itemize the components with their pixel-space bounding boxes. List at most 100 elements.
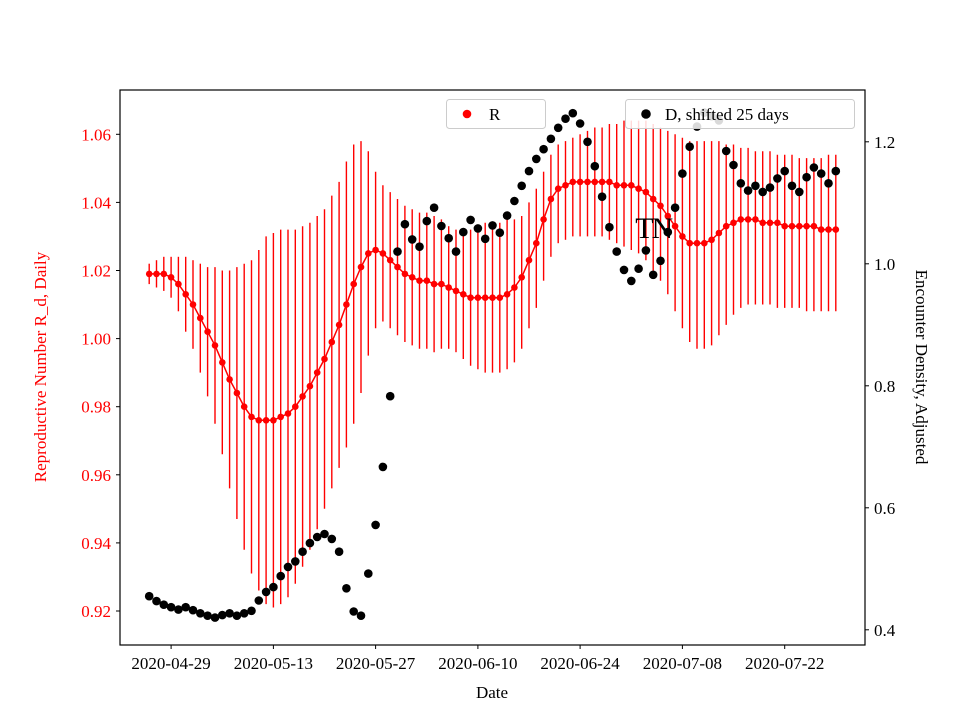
axis-ticks: 2020-04-29 2020-05-13 2020-05-27 2020-06-10… [81,125,896,673]
r-point [211,342,219,349]
d-point [210,613,220,622]
r-point [722,222,730,230]
x-tick-label: 2020-06-24 [540,654,620,673]
d-point [291,557,300,566]
r-point [606,178,613,186]
legend-d-box [625,99,855,129]
d-point [575,119,585,128]
d-point [203,611,212,620]
d-point [400,219,410,229]
y-right-tick-label: 1.2 [874,133,895,152]
d-point [495,228,505,237]
r-point [525,256,533,264]
d-point [780,166,789,176]
x-tick-label: 2020-07-22 [745,654,824,673]
d-point [407,235,417,244]
d-point [473,224,483,233]
d-point [721,146,731,156]
r-point [270,417,277,424]
r-point [489,294,496,302]
y-left-tick-label: 0.92 [81,602,111,621]
r-point [576,178,584,186]
r-point [701,239,708,247]
y-left-tick-label: 0.94 [81,534,111,553]
r-point [386,256,394,264]
d-point [444,233,454,243]
d-point [305,538,315,548]
d-point [641,246,651,255]
d-point [437,221,446,231]
axes-box [119,89,866,646]
d-point [648,270,658,280]
r-point [408,274,416,281]
d-point [466,215,475,225]
d-point [480,234,490,244]
r-point [416,277,423,285]
r-point [438,280,445,288]
r-point [153,270,160,278]
d-point [232,611,242,620]
y-left-tick-label: 0.98 [81,398,111,417]
x-tick-label: 2020-05-27 [336,654,416,673]
d-point [451,247,461,256]
r-point [379,250,387,257]
y-left-tick-label: 1.06 [81,125,111,144]
r-point [803,222,810,230]
d-point [743,186,753,195]
r-point [350,280,358,288]
r-point [752,216,759,223]
d-point [283,562,293,572]
legend-r-marker-icon [462,109,472,119]
x-axis-label: Date [476,683,508,702]
r-point [233,389,241,397]
d-point [795,187,804,197]
r-series-points [145,178,840,424]
d-point [670,203,680,212]
r-point [277,413,285,421]
x-tick-label: 2020-04-29 [131,654,210,673]
r-point [671,222,679,230]
r-point [613,182,620,189]
r-point [781,222,788,230]
r-point [554,185,562,192]
d-point [751,181,760,191]
r-point [452,287,460,295]
d-point [831,166,841,176]
d-point [276,571,286,581]
d-point [824,179,833,188]
r-point [182,291,189,298]
y-left-tick-label: 1.02 [81,262,111,281]
d-point [159,600,169,609]
r-point [540,216,547,223]
d-point [758,187,767,197]
d-point [312,532,322,542]
r-point [686,239,693,247]
d-point [334,547,344,556]
r-point [759,219,766,227]
r-point [547,195,555,203]
d-point [429,203,439,212]
r-point [503,291,511,298]
d-point [583,137,592,147]
r-point [423,277,431,285]
d-point [773,174,782,183]
d-point [685,142,694,151]
r-point [832,226,840,233]
d-point [342,584,351,593]
d-point [765,183,775,192]
x-tick-label: 2020-05-13 [234,654,313,673]
d-point [736,179,746,188]
legend-r: R [446,99,546,129]
r-point [744,216,752,223]
d-point [385,391,395,401]
y-right-tick-label: 0.6 [874,499,895,518]
d-point [415,242,424,251]
x-tick-label: 2020-06-10 [438,654,517,673]
r-point [255,417,263,424]
d-point [488,221,497,230]
y-left-tick-label: 1.04 [81,193,111,212]
tn-annotation: TN [635,212,672,245]
d-point [254,596,264,605]
d-point [553,123,563,133]
